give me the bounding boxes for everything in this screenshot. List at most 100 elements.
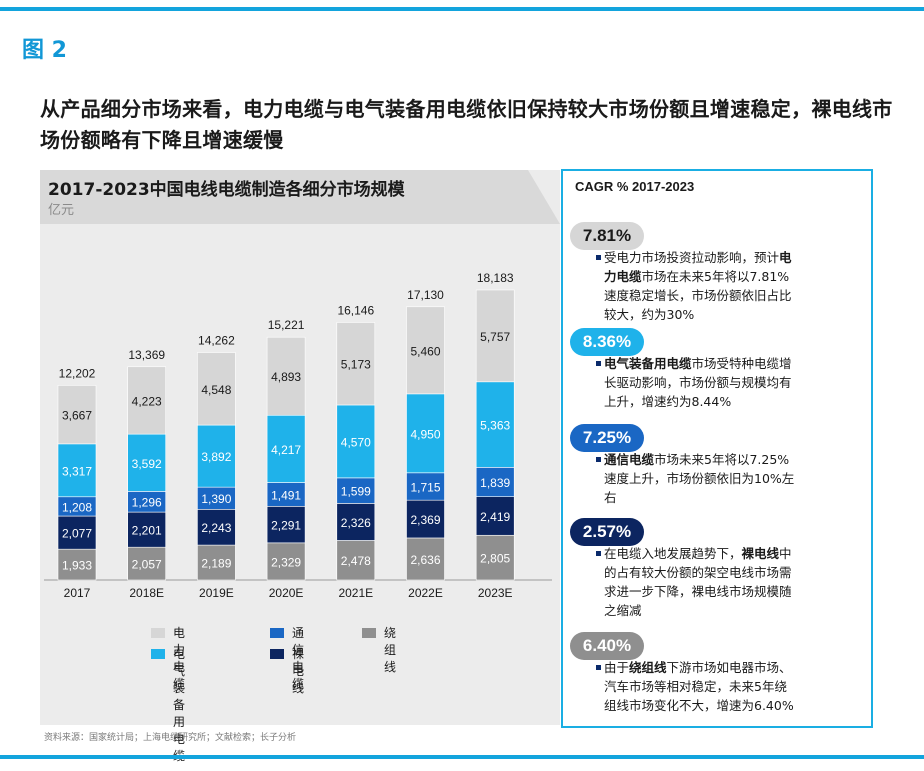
x-tick-label: 2019E [199,586,234,600]
bullet-icon [596,361,601,366]
bar-total-label: 18,183 [477,271,514,285]
bar-value-label: 4,548 [201,383,231,397]
legend-label: 通信电缆 [292,626,305,691]
x-tick-label: 2018E [129,586,164,600]
x-tick-label: 2023E [478,586,513,600]
bar-value-label: 5,173 [341,358,371,372]
bar-value-label: 2,077 [62,527,92,541]
bar-segment [336,404,376,479]
bar-segment [336,322,376,406]
cagr-note: 受电力市场投资拉动影响，预计电 力电缆市场在未来5年将以7.81% 速度稳定增长，市… [604,250,792,322]
bar-value-label: 1,296 [132,496,162,510]
x-tick-label: 2021E [338,586,373,600]
headline: 从产品细分市场来看，电力电缆与电气装备用电缆依旧保持较大市场份额且增速稳定，裸电… [40,97,893,152]
legend-label: 裸电线 [292,647,305,695]
bar-segment [475,496,515,536]
bar-value-label: 1,715 [410,480,440,494]
legend-swatch [270,649,284,659]
cagr-note: 通信电缆市场未来5年将以7.25% 速度上升，市场份额依旧为10%左右 [604,452,795,505]
legend-label: 电力电缆 [173,626,186,691]
bar-value-label: 4,893 [271,370,301,384]
bullet-icon [596,255,601,260]
cagr-header: CAGR % 2017-2023 [575,179,695,194]
bar-value-label: 2,057 [132,558,162,572]
bullet-icon [596,665,601,670]
bar-value-label: 4,950 [410,427,440,441]
figure-label: 图 2 [22,38,67,63]
bar-segment [197,424,236,488]
bar-value-label: 1,599 [341,485,371,499]
bar-value-label: 2,369 [410,513,440,527]
bar-segment [57,548,97,581]
bar-segment [475,289,515,383]
bar-value-label: 2,326 [341,516,371,530]
bar-value-label: 2,636 [410,553,440,567]
legend-swatch [362,628,376,638]
bar-value-label: 2,291 [271,519,301,533]
bar-value-label: 1,208 [62,500,92,514]
bar-value-label: 2,478 [341,554,371,568]
bar-value-label: 3,667 [62,409,92,423]
x-tick-label: 2022E [408,586,443,600]
bar-value-label: 3,317 [62,464,92,478]
bar-segment [57,515,97,550]
bar-segment [127,433,166,492]
bar-segment [266,506,306,544]
bar-value-label: 2,189 [201,557,231,571]
bullet-icon [596,551,601,556]
bar-segment [197,509,236,546]
legend-swatch [270,628,284,638]
bar-segment [266,414,306,483]
legend-swatch [151,628,165,638]
bar-segment [336,540,376,581]
bar-value-label: 5,363 [480,419,510,433]
bullet-icon [596,457,601,462]
chart-title: 2017-2023中国电线电缆制造各细分市场规模 [48,180,405,200]
cagr-note: 由于绕组线下游市场如电器市场、 汽车市场等相对稳定，未来5年绕 组线市场变化不大，增… [604,660,794,713]
bar-value-label: 2,805 [480,552,510,566]
bar-value-label: 2,419 [480,510,510,524]
cagr-badge: 7.25% [570,424,644,452]
cagr-note: 电气装备用电缆市场受特种电缆增 长驱动影响，市场份额与规模均有 上升，增速约为8.4… [604,356,792,409]
x-tick-label: 2020E [269,586,304,600]
bar-segment [406,306,445,395]
bar-value-label: 3,892 [201,450,231,464]
bar-value-label: 4,570 [341,435,371,449]
stacked-bar-chart: 1,933 2,077 1,208 3,317 3,667 12,202 2017 2,057… [44,271,552,600]
source-note: 资料来源：国家统计局；上海电缆研究所；文献检索；长子分析 [44,733,297,743]
chart-unit: 亿元 [48,203,75,218]
chart-title-band [40,170,560,224]
cagr-badge: 7.81% [570,222,644,250]
cagr-badge: 6.40% [570,632,644,660]
bar-total-label: 12,202 [59,366,96,380]
bar-total-label: 15,221 [268,318,305,332]
bar-segment [475,534,515,581]
bar-value-label: 2,243 [201,521,231,535]
x-tick-label: 2017 [64,586,91,600]
bar-value-label: 2,201 [132,524,162,538]
bar-segment [127,511,166,548]
legend-swatch [151,649,165,659]
bar-segment [266,542,306,581]
bar-value-label: 1,491 [271,488,301,502]
bar-value-label: 5,460 [410,344,440,358]
top-accent-rule [0,7,924,11]
bar-segment [406,393,445,474]
bar-segment [127,366,166,435]
bar-total-label: 16,146 [337,303,374,317]
bar-value-label: 2,329 [271,555,301,569]
bar-segment [406,499,445,539]
legend-label: 绕组线 [384,626,397,674]
bar-segment [197,544,236,581]
bar-segment [406,472,445,501]
bottom-accent-rule [0,755,924,759]
bar-value-label: 5,757 [480,330,510,344]
bar-value-label: 1,839 [480,476,510,490]
bar-total-label: 13,369 [128,348,165,362]
legend-label: 电气装备用电缆 [173,647,186,763]
cagr-badge: 2.57% [570,518,644,546]
bar-segment [127,546,166,581]
cagr-note: 在电缆入地发展趋势下，裸电线中 的占有较大份额的架空电线市场需 求进一步下降，裸电线… [604,546,792,618]
bar-segment [475,381,515,468]
cagr-badge: 8.36% [570,328,644,356]
